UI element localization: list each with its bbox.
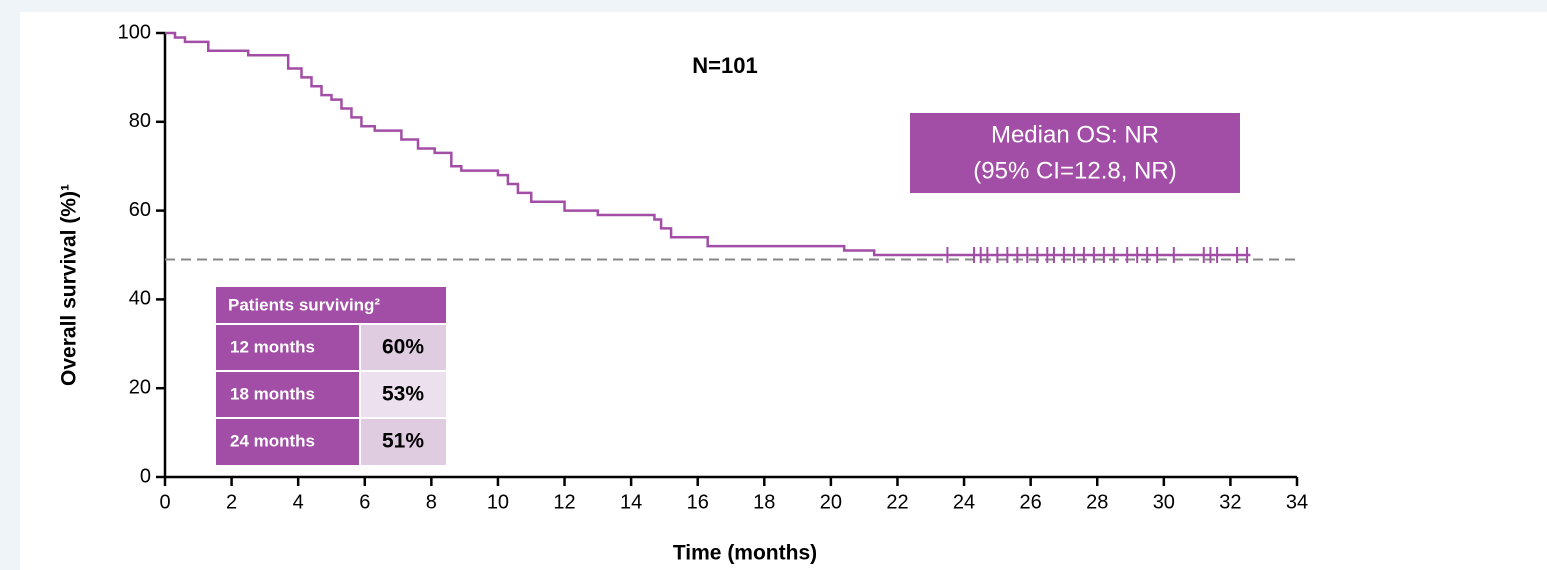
y-tick-label: 60 (129, 199, 151, 221)
x-tick-label: 8 (426, 491, 437, 513)
y-tick-label: 20 (129, 376, 151, 398)
y-axis-label: Overall survival (%)¹ (58, 184, 81, 386)
x-tick-label: 34 (1286, 491, 1308, 513)
y-tick-label: 100 (118, 21, 151, 43)
table-header-text: Patients surviving² (228, 295, 380, 314)
row-label-cell (216, 419, 359, 465)
median-ci: (95% CI=12.8, NR) (973, 157, 1176, 184)
table-header (216, 287, 446, 323)
x-tick-label: 2 (226, 491, 237, 513)
row-label-cell (216, 325, 359, 370)
median-box (910, 113, 1240, 193)
median-text: Median OS: NR (991, 121, 1159, 148)
x-tick-label: 12 (553, 491, 575, 513)
x-tick-label: 26 (1020, 491, 1042, 513)
y-tick-label: 40 (129, 288, 151, 310)
survival-curve (165, 31, 1251, 257)
x-tick-label: 0 (159, 491, 170, 513)
x-tick-label: 10 (487, 491, 509, 513)
row-label: 12 months (230, 337, 315, 356)
x-tick-label: 6 (359, 491, 370, 513)
row-value-cell (361, 419, 446, 465)
row-label-cell (216, 372, 359, 417)
x-axis-label: Time (months) (673, 542, 817, 565)
x-tick-label: 14 (620, 491, 642, 513)
row-label: 24 months (230, 431, 315, 450)
x-tick-label: 20 (820, 491, 842, 513)
row-value-cell (361, 372, 446, 417)
row-value-cell (361, 325, 446, 370)
x-tick-label: 30 (1153, 491, 1175, 513)
x-tick-label: 16 (687, 491, 709, 513)
y-tick-label: 80 (129, 110, 151, 132)
x-tick-label: 4 (293, 491, 304, 513)
x-tick-label: 22 (886, 491, 908, 513)
annotation: N=101 (692, 53, 757, 78)
x-tick-label: 18 (753, 491, 775, 513)
table: Patients surviving² 12 months 60% 18 mon… (216, 287, 446, 465)
row-label: 18 months (230, 384, 315, 403)
row-value: 53% (382, 383, 424, 406)
x-tick-label: 24 (953, 491, 975, 513)
x-tick-label: 32 (1219, 491, 1241, 513)
row-value: 60% (382, 336, 424, 359)
x-tick-label: 28 (1086, 491, 1108, 513)
row-value: 51% (382, 430, 424, 453)
y-tick-label: 0 (140, 465, 151, 487)
